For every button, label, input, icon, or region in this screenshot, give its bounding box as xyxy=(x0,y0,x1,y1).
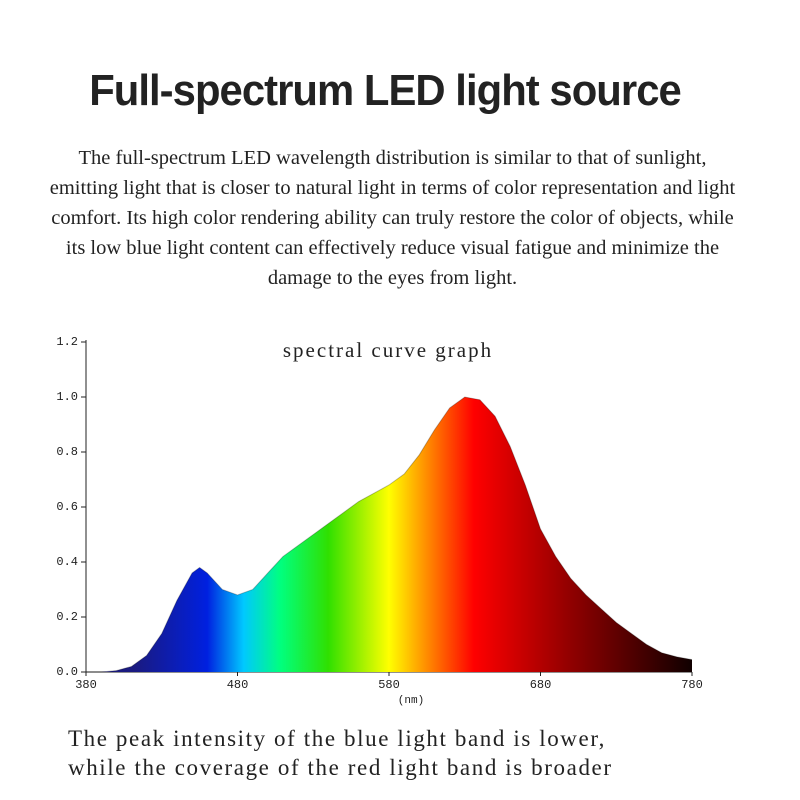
x-tick-label: 380 xyxy=(75,678,97,692)
area-fill xyxy=(86,397,692,672)
y-tick-label: 0.8 xyxy=(56,445,78,459)
caption-line: The peak intensity of the blue light ban… xyxy=(68,726,607,751)
x-tick-label: 480 xyxy=(227,678,249,692)
description: The full-spectrum LED wavelength distrib… xyxy=(49,147,736,289)
y-tick-label: 0.2 xyxy=(56,610,78,624)
x-tick-label: 680 xyxy=(530,678,552,692)
spectrum-line xyxy=(86,396,693,673)
caption: The peak intensity of the blue light ban… xyxy=(68,724,613,782)
x-tick-label: 580 xyxy=(378,678,400,692)
title: Full-spectrum LED light source xyxy=(89,66,682,115)
y-tick-label: 1.0 xyxy=(56,390,78,404)
y-tick-label: 0.6 xyxy=(56,500,78,514)
y-tick-label: 0.0 xyxy=(56,665,78,679)
y-tick-label: 1.2 xyxy=(56,335,78,349)
x-axis-label: (nm) xyxy=(398,695,424,707)
chart-title: spectral curve graph xyxy=(283,338,493,362)
y-tick-label: 0.4 xyxy=(56,555,78,569)
caption-line: while the coverage of the red light band… xyxy=(68,755,613,780)
x-tick-label: 780 xyxy=(681,678,703,692)
